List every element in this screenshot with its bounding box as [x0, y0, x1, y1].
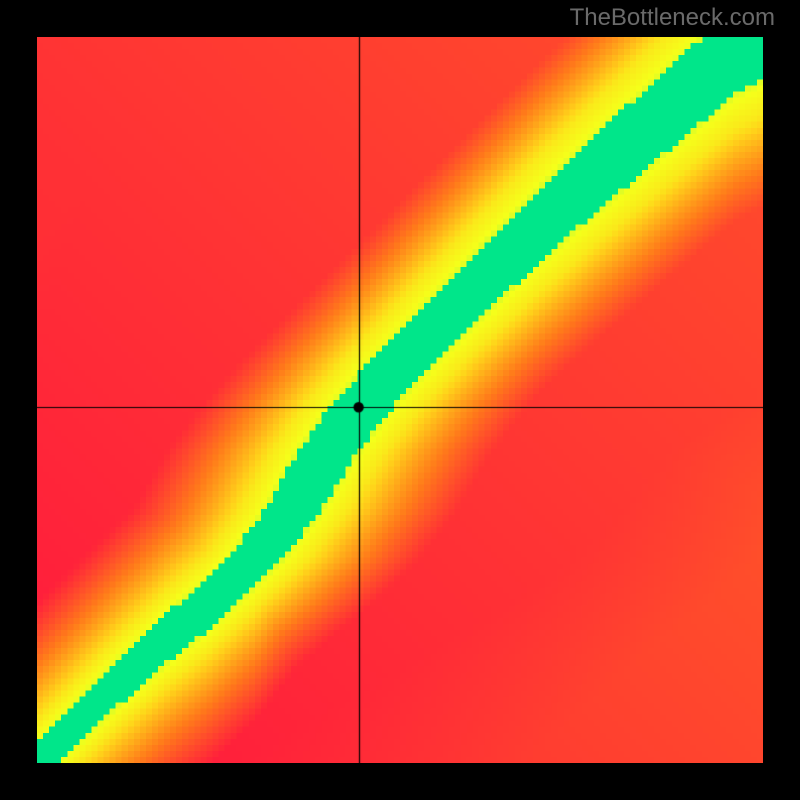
attribution-text: TheBottleneck.com [570, 4, 775, 32]
bottleneck-heatmap [37, 37, 763, 763]
chart-container: TheBottleneck.com [0, 0, 800, 800]
